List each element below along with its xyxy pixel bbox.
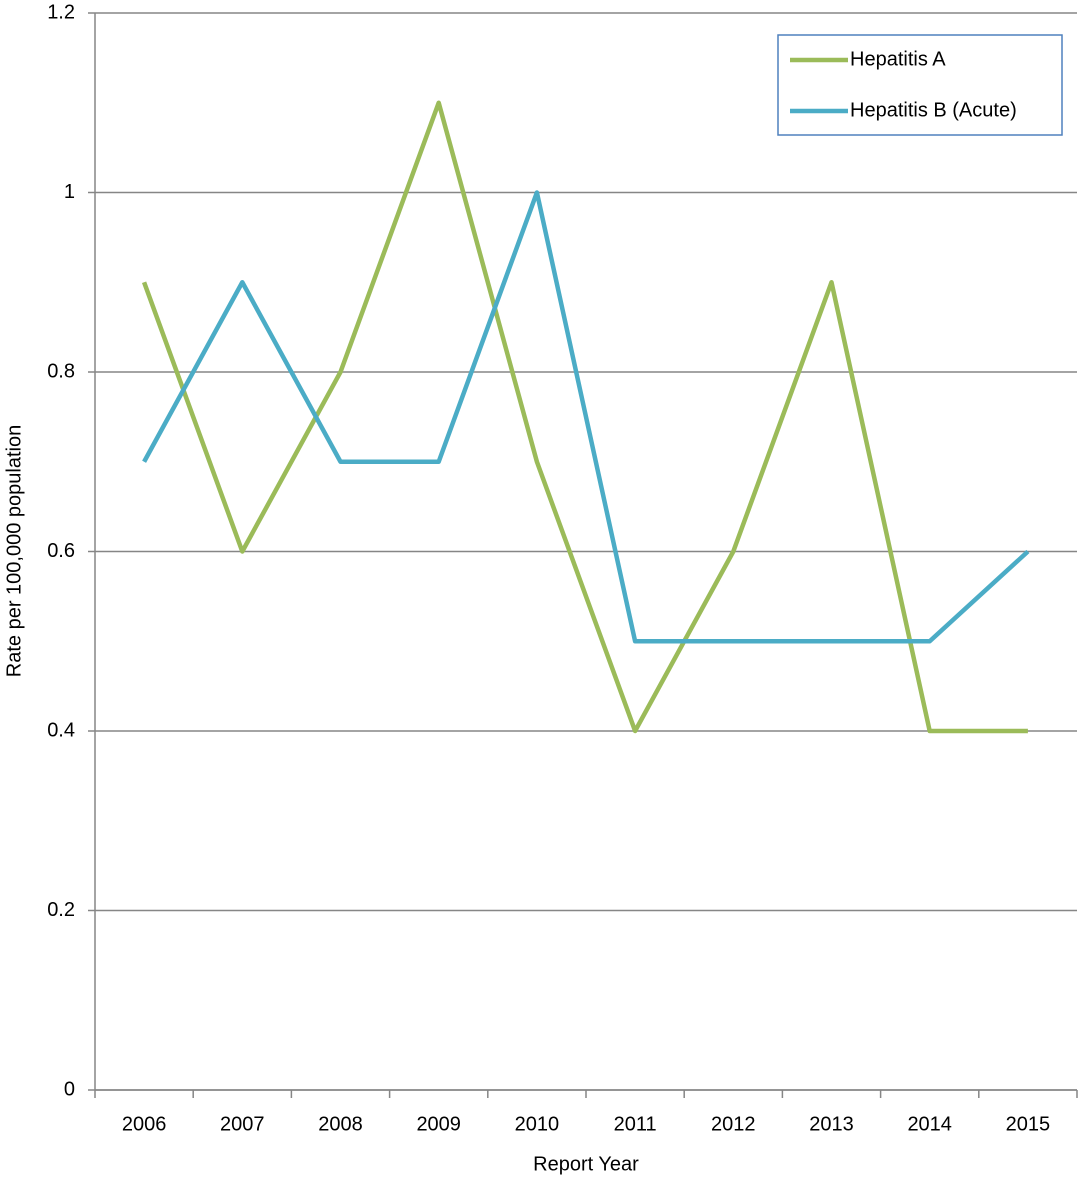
x-tick-label: 2008 xyxy=(318,1113,363,1135)
x-tick-label: 2007 xyxy=(220,1113,265,1135)
x-tick-label: 2011 xyxy=(614,1113,657,1135)
legend-box xyxy=(777,34,1063,136)
x-tick-label: 2006 xyxy=(122,1113,167,1135)
x-tick-label: 2015 xyxy=(1006,1113,1051,1135)
series-line xyxy=(141,100,1028,734)
series-line xyxy=(142,190,1030,644)
y-tick-label: 0.8 xyxy=(47,360,75,382)
y-tick-label: 1 xyxy=(64,181,75,203)
x-tick-label: 2010 xyxy=(515,1113,560,1135)
y-tick-label: 0.4 xyxy=(47,719,75,741)
x-tick-label: 2009 xyxy=(416,1113,461,1135)
legend-label: Hepatitis B (Acute) xyxy=(850,99,1017,121)
y-tick-label: 0 xyxy=(64,1078,75,1100)
y-tick-label: 1.2 xyxy=(47,1,75,23)
x-axis-label: Report Year xyxy=(533,1153,639,1175)
y-tick-label: 0.6 xyxy=(47,540,75,562)
y-axis-label: Rate per 100,000 population xyxy=(3,425,25,677)
y-tick-label: 0.2 xyxy=(47,899,75,921)
legend-label: Hepatitis A xyxy=(850,48,946,70)
x-tick-label: 2014 xyxy=(907,1113,952,1135)
x-tick-label: 2012 xyxy=(711,1113,756,1135)
x-tick-label: 2013 xyxy=(809,1113,854,1135)
